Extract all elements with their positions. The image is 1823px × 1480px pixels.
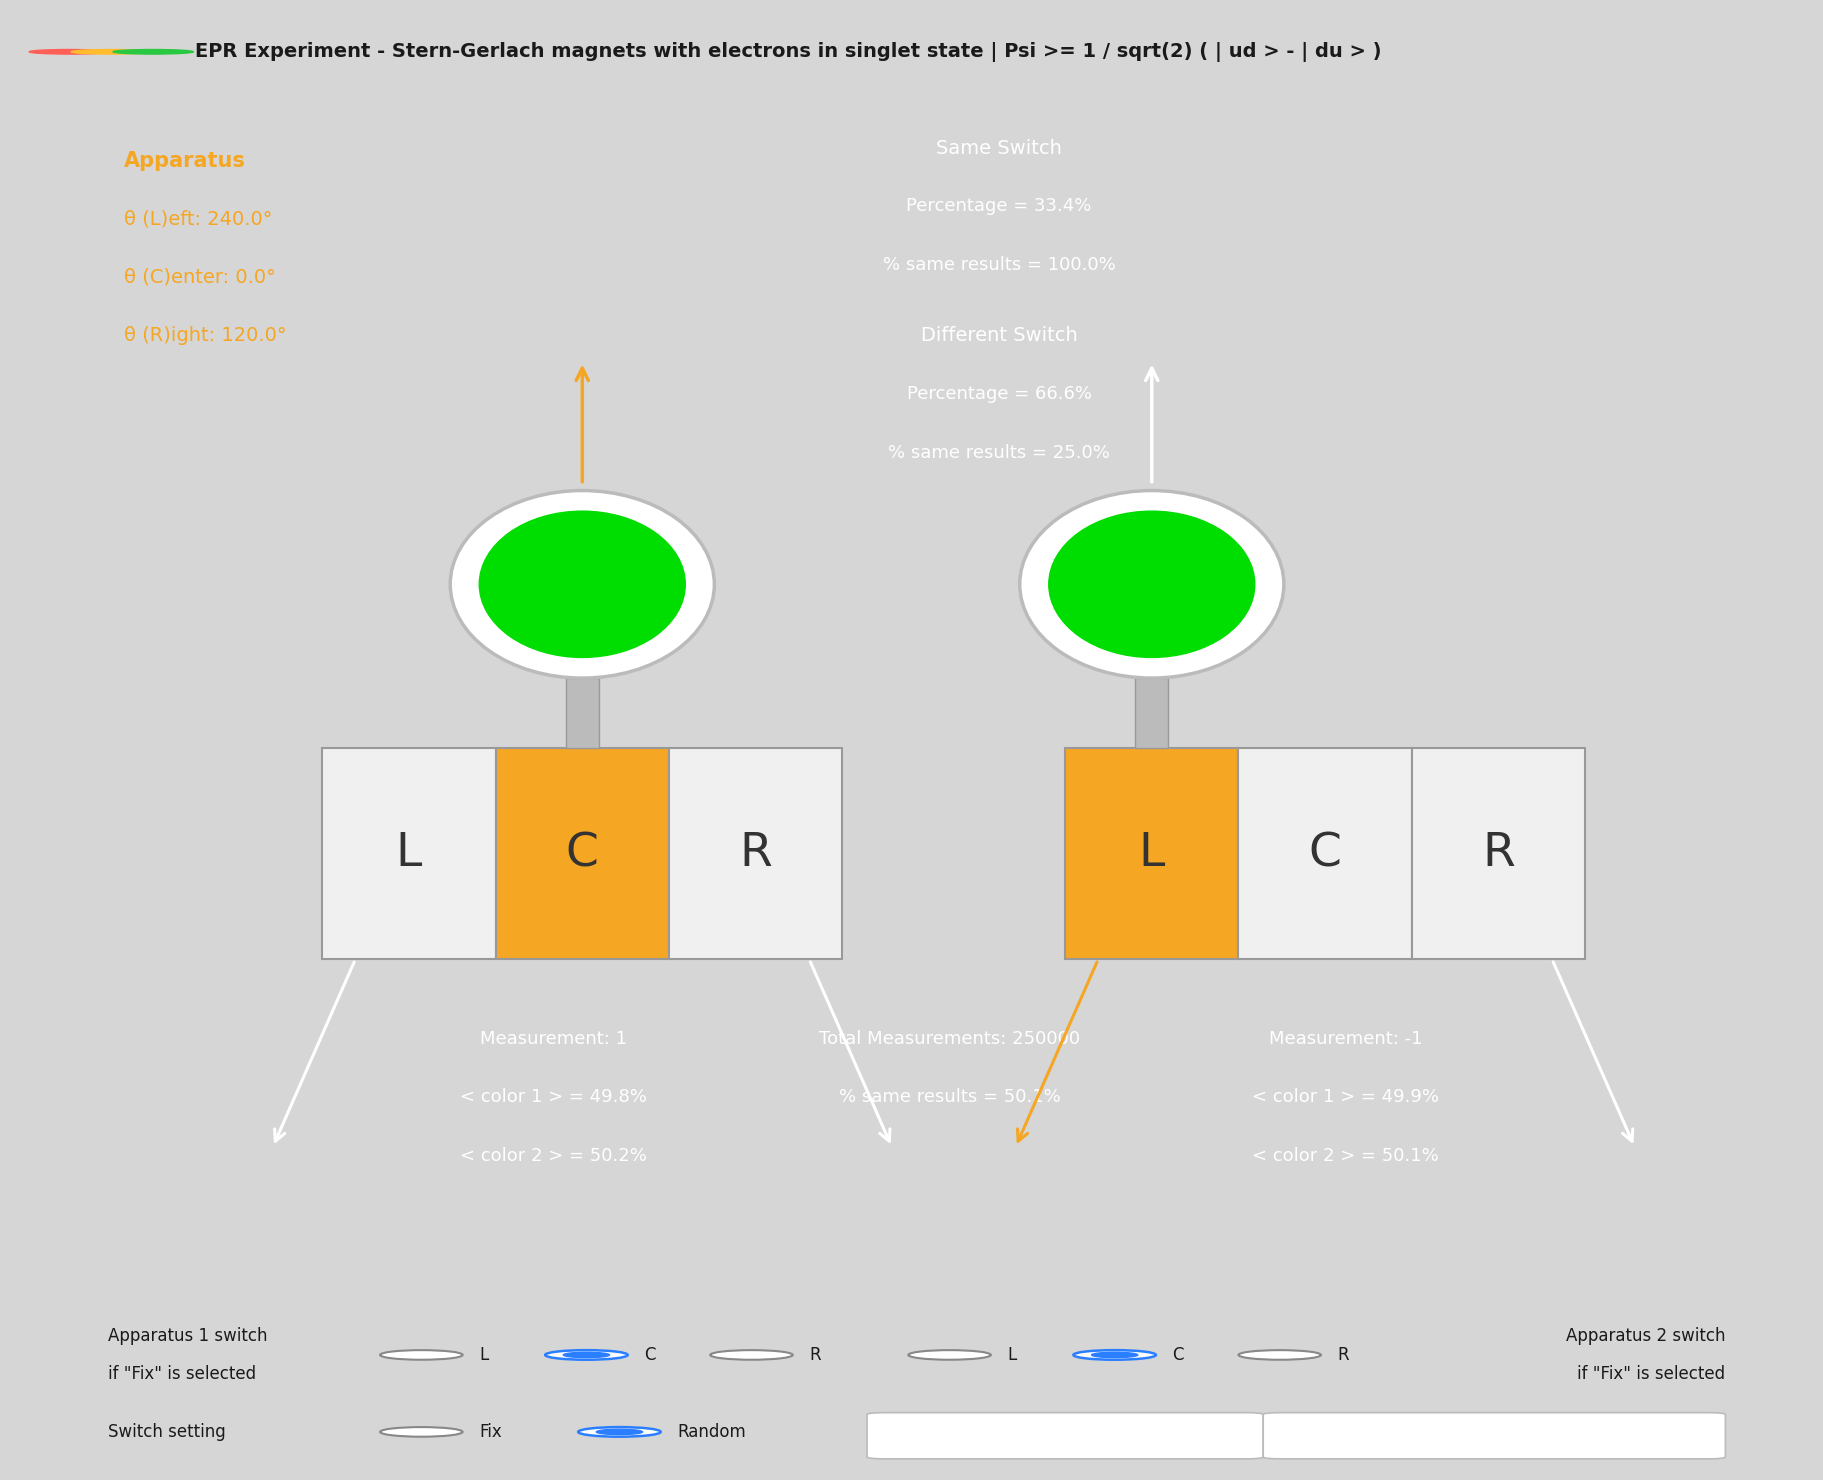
Circle shape — [113, 49, 193, 55]
Text: L: L — [1138, 832, 1165, 876]
Text: if "Fix" is selected: if "Fix" is selected — [1577, 1365, 1725, 1384]
Text: C: C — [1172, 1345, 1183, 1365]
Circle shape — [596, 1430, 642, 1434]
Text: Measure (single): Measure (single) — [995, 1427, 1134, 1444]
Circle shape — [479, 511, 685, 657]
Text: Measurement: -1: Measurement: -1 — [1269, 1030, 1422, 1048]
Text: Apparatus 2 switch: Apparatus 2 switch — [1566, 1326, 1725, 1345]
Text: R: R — [1336, 1345, 1349, 1365]
FancyBboxPatch shape — [1263, 1412, 1725, 1459]
Circle shape — [563, 1353, 609, 1357]
Text: Same Switch: Same Switch — [935, 139, 1061, 158]
Circle shape — [71, 49, 151, 55]
Text: if "Fix" is selected: if "Fix" is selected — [108, 1365, 255, 1384]
Text: θ (C)enter: 0.0°: θ (C)enter: 0.0° — [124, 268, 275, 287]
Text: % same results = 25.0%: % same results = 25.0% — [888, 444, 1110, 462]
Text: C: C — [1307, 832, 1340, 876]
Circle shape — [450, 490, 715, 678]
Text: < color 1 > = 49.8%: < color 1 > = 49.8% — [459, 1088, 647, 1107]
Bar — [1134, 678, 1169, 749]
Text: % same results = 50.1%: % same results = 50.1% — [839, 1088, 1059, 1107]
Text: L: L — [479, 1345, 489, 1365]
Circle shape — [1072, 1350, 1156, 1360]
Circle shape — [29, 49, 109, 55]
Text: Different Switch: Different Switch — [921, 327, 1077, 345]
Text: Apparatus 1 switch: Apparatus 1 switch — [108, 1326, 266, 1345]
Text: Switch setting: Switch setting — [108, 1422, 226, 1442]
Circle shape — [1048, 511, 1254, 657]
Text: C: C — [565, 832, 598, 876]
Text: θ (R)ight: 120.0°: θ (R)ight: 120.0° — [124, 327, 286, 345]
Text: Total Measurements: 250000: Total Measurements: 250000 — [819, 1030, 1079, 1048]
Bar — [496, 749, 669, 959]
Circle shape — [379, 1350, 463, 1360]
Bar — [323, 749, 496, 959]
Bar — [565, 678, 598, 749]
Text: EPR Experiment - Stern-Gerlach magnets with electrons in singlet state | Psi >= : EPR Experiment - Stern-Gerlach magnets w… — [195, 41, 1380, 62]
FancyBboxPatch shape — [866, 1412, 1263, 1459]
Text: Fix: Fix — [479, 1422, 501, 1442]
Circle shape — [578, 1427, 660, 1437]
Circle shape — [709, 1350, 793, 1360]
Bar — [669, 749, 842, 959]
Text: R: R — [809, 1345, 820, 1365]
Text: Percentage = 66.6%: Percentage = 66.6% — [906, 385, 1090, 403]
Circle shape — [1090, 1353, 1138, 1357]
Text: < color 2 > = 50.1%: < color 2 > = 50.1% — [1252, 1147, 1438, 1165]
Text: Apparatus: Apparatus — [124, 151, 246, 170]
Circle shape — [545, 1350, 627, 1360]
Text: R: R — [1482, 832, 1515, 876]
Text: < color 1 > = 49.9%: < color 1 > = 49.9% — [1252, 1088, 1438, 1107]
Circle shape — [379, 1427, 463, 1437]
Text: C: C — [644, 1345, 654, 1365]
Circle shape — [1019, 490, 1283, 678]
Text: Measure (50000 times): Measure (50000 times) — [1396, 1427, 1590, 1444]
Text: Percentage = 33.4%: Percentage = 33.4% — [906, 197, 1092, 216]
Text: < color 2 > = 50.2%: < color 2 > = 50.2% — [459, 1147, 647, 1165]
Text: Measurement: 1: Measurement: 1 — [479, 1030, 627, 1048]
Bar — [1065, 749, 1238, 959]
Circle shape — [908, 1350, 990, 1360]
Text: θ (L)eft: 240.0°: θ (L)eft: 240.0° — [124, 209, 273, 228]
Circle shape — [1238, 1350, 1320, 1360]
Text: L: L — [1006, 1345, 1015, 1365]
Bar — [1238, 749, 1411, 959]
Text: L: L — [396, 832, 421, 876]
Bar — [1411, 749, 1584, 959]
Text: Random: Random — [676, 1422, 746, 1442]
Text: R: R — [738, 832, 771, 876]
Text: % same results = 100.0%: % same results = 100.0% — [882, 256, 1116, 274]
